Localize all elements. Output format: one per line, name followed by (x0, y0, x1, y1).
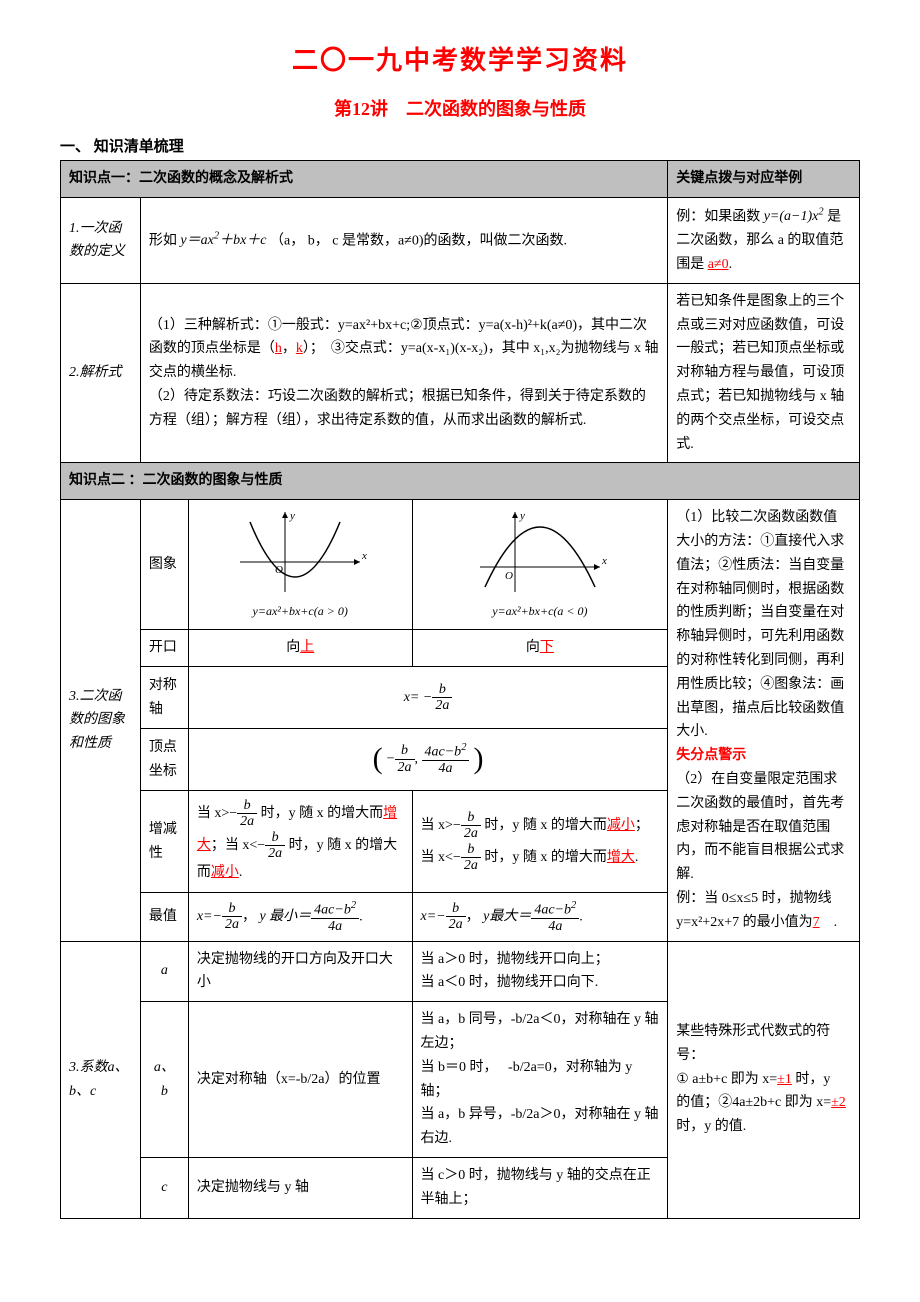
row4-ab-rule: 当 a，b 同号，-b/2a＜0，对称轴在 y 轴左边； 当 b＝0 时， -b… (412, 1002, 668, 1158)
row3-sub-ext: 最值 (140, 893, 188, 941)
vertex-formula: ( −b2a, 4ac−b24a ) (188, 729, 667, 791)
row4-ab-desc: 决定对称轴（x=-b/2a）的位置 (188, 1002, 412, 1158)
main-title: 二〇一九中考数学学习资料 (60, 40, 860, 77)
mono-down: 当 x>−b2a 时，y 随 x 的增大而减小；当 x<−b2a 时，y 随 x… (412, 790, 668, 892)
graph-down: x y O y=ax²+bx+c(a < 0) (412, 500, 668, 630)
ext-max: x=−b2a， y最大＝4ac−b24a. (412, 893, 668, 941)
row4-a-desc: 决定抛物线的开口方向及开口大小 (188, 941, 412, 1002)
row4-a: a (140, 941, 188, 1002)
row2-tip: 若已知条件是图象上的三个点或三对对应函数值，可设一般式；若已知顶点坐标或对称轴方… (668, 283, 860, 463)
svg-text:y: y (519, 510, 525, 522)
kp1-header: 知识点一：二次函数的概念及解析式 (61, 161, 668, 198)
ext-min: x=−b2a， y 最小＝4ac−b24a. (188, 893, 412, 941)
row1-body: 形如 y＝ax2＋bx＋c （a， b， c 是常数，a≠0)的函数，叫做二次函… (140, 197, 667, 283)
graph-up: x y O y=ax²+bx+c(a > 0) (188, 500, 412, 630)
svg-text:x: x (601, 555, 607, 567)
sub-title: 第12讲 二次函数的图象与性质 (60, 95, 860, 121)
row3-label: 3.二次函数的图象和性质 (61, 500, 141, 941)
kp2-header: 知识点二 ：二次函数的图象与性质 (61, 463, 860, 500)
svg-text:O: O (505, 570, 513, 582)
row4-c-desc: 决定抛物线与 y 轴 (188, 1157, 412, 1218)
open-up: 向上 (188, 630, 412, 667)
row4-c-rule: 当 c＞0 时，抛物线与 y 轴的交点在正半轴上； (412, 1157, 668, 1218)
row3-tip: （1）比较二次函数函数值大小的方法：①直接代入求值法；②性质法：当自变量在对称轴… (668, 500, 860, 941)
row1-label: 1.一次函数的定义 (61, 197, 141, 283)
row4-ab: a、 b (140, 1002, 188, 1158)
svg-text:y: y (289, 510, 295, 522)
row4-tip: 某些特殊形式代数式的符号： ① a±b+c 即为 x=±1 时，y 的值；②4a… (668, 941, 860, 1218)
row3-sub-mono: 增减性 (140, 790, 188, 892)
row1-tip: 例：如果函数 y=(a−1)x2 是二次函数，那么 a 的取值范围是 a≠0. (668, 197, 860, 283)
row4-c: c (140, 1157, 188, 1218)
content-table: 知识点一：二次函数的概念及解析式 关键点拨与对应举例 1.一次函数的定义 形如 … (60, 160, 860, 1219)
row4-label: 3.系数a、b、c (61, 941, 141, 1218)
row3-sub-open: 开口 (140, 630, 188, 667)
section-heading: 一、 知识清单梳理 (60, 135, 860, 156)
axis-formula: x= −b2a (188, 667, 667, 729)
row3-sub-axis: 对称轴 (140, 667, 188, 729)
tips-header: 关键点拨与对应举例 (668, 161, 860, 198)
row3-sub-vertex: 顶点坐标 (140, 729, 188, 791)
svg-text:x: x (361, 550, 367, 562)
mono-up: 当 x>−b2a 时，y 随 x 的增大而增大；当 x<−b2a 时，y 随 x… (188, 790, 412, 892)
row3-sub-img: 图象 (140, 500, 188, 630)
row2-body: （1）三种解析式：①一般式：y=ax²+bx+c;②顶点式：y=a(x-h)²+… (140, 283, 667, 463)
row2-label: 2.解析式 (61, 283, 141, 463)
row4-a-rule: 当 a＞0 时，抛物线开口向上； 当 a＜0 时，抛物线开口向下. (412, 941, 668, 1002)
open-down: 向下 (412, 630, 668, 667)
